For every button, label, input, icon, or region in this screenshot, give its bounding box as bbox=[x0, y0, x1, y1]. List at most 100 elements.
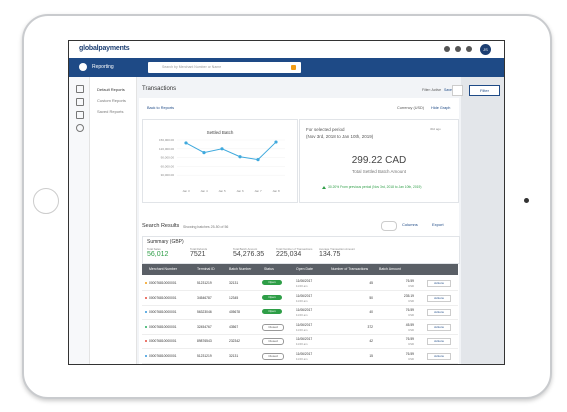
actions-button[interactable]: Actions bbox=[427, 280, 451, 287]
y-tick-label: 150,000.00 bbox=[159, 138, 174, 142]
transaction-count: 45 bbox=[369, 281, 373, 285]
batch-amount: 235.19 bbox=[403, 293, 414, 298]
terminal-id: 34546787 bbox=[197, 295, 212, 300]
y-tick-label: 120,000.00 bbox=[159, 147, 174, 151]
nav-section[interactable]: Reporting bbox=[92, 64, 114, 70]
status-dot bbox=[145, 354, 147, 357]
x-tick-label: Jan 6 bbox=[236, 189, 244, 193]
x-tick-label: Jan 7 bbox=[254, 189, 262, 193]
transaction-count: 40 bbox=[369, 310, 373, 314]
actions-button[interactable]: Actions bbox=[427, 294, 451, 302]
rail-icon[interactable] bbox=[76, 98, 84, 106]
column-header[interactable]: Merchant Number bbox=[149, 267, 178, 271]
star-button[interactable] bbox=[452, 85, 463, 96]
avatar[interactable]: JS bbox=[480, 44, 491, 55]
search-placeholder: Search by Merchant Number or Name bbox=[162, 65, 222, 69]
currency: USD bbox=[408, 313, 414, 317]
stat-value: 56,012 bbox=[147, 251, 169, 258]
stat-label: Total Refunds bbox=[190, 247, 208, 251]
period-change: 30.20% From previous period (Nov 3rd, 20… bbox=[328, 185, 422, 189]
actions-button[interactable]: Actions bbox=[427, 309, 451, 316]
status-dot bbox=[145, 282, 147, 284]
column-header[interactable]: Batch Number bbox=[229, 267, 252, 271]
results-title: Search Results bbox=[142, 223, 180, 229]
row-divider bbox=[142, 319, 458, 320]
stat-value: 134.75 bbox=[319, 251, 341, 258]
batch-number: 32131 bbox=[229, 281, 239, 285]
open-date: 11/06/2017 bbox=[296, 351, 313, 356]
page-title: Transactions bbox=[142, 86, 177, 92]
top-bar bbox=[69, 41, 504, 58]
y-tick-label: 90,000.00 bbox=[161, 156, 175, 160]
sidebar-link[interactable]: Default Reports bbox=[97, 87, 125, 92]
merchant-number: 000076810000001 bbox=[149, 324, 177, 329]
sidebar-link[interactable]: Saved Reports bbox=[97, 109, 124, 114]
column-header[interactable]: Open Date bbox=[296, 267, 313, 271]
actions-button[interactable]: Actions bbox=[427, 352, 451, 360]
rail-icon[interactable] bbox=[76, 124, 84, 132]
home-button bbox=[33, 188, 59, 214]
screen: globalpayments JS Reporting Search by Merch… bbox=[68, 40, 505, 365]
terminal-id: 56323046 bbox=[197, 310, 212, 314]
merchant-number: 000076810000001 bbox=[149, 310, 177, 314]
open-date: 11/06/2017 bbox=[296, 322, 313, 327]
stat-value: 54,276.35 bbox=[233, 251, 265, 258]
period-card: For selected period (Nov 3rd, 2018 to Jan… bbox=[299, 119, 459, 203]
filter-button[interactable]: Filter bbox=[469, 85, 500, 96]
sidebar bbox=[90, 77, 137, 364]
stat-value: 225,034 bbox=[276, 251, 302, 258]
batch-number: 232342 bbox=[229, 339, 241, 343]
currency-select[interactable]: Currency (USD) bbox=[397, 106, 425, 110]
camera bbox=[524, 198, 529, 203]
icon-settings[interactable] bbox=[444, 46, 450, 52]
columns-button[interactable]: Columns bbox=[402, 222, 418, 227]
batch-number: 12345 bbox=[229, 295, 239, 300]
stat-label: Total Batch Amount bbox=[233, 247, 258, 251]
open-time: 11:00 am bbox=[296, 313, 308, 317]
row-divider bbox=[142, 333, 458, 335]
stat-label: Average Transaction Amount bbox=[319, 247, 355, 251]
status-badge: Closed bbox=[262, 352, 284, 360]
search-box[interactable]: Search by Merchant Number or Name bbox=[148, 62, 301, 73]
period-caption: Total Settled Batch Amount bbox=[351, 169, 407, 174]
actions-button[interactable]: Actions bbox=[427, 323, 451, 331]
export-button[interactable]: Export bbox=[432, 222, 444, 227]
stat-value: 7521 bbox=[190, 251, 206, 258]
back-link[interactable]: Back to Reports bbox=[147, 106, 175, 110]
batch-amount: 76.59 bbox=[405, 308, 414, 312]
column-header[interactable]: Terminal ID bbox=[197, 267, 215, 271]
change-arrow bbox=[322, 186, 326, 189]
point bbox=[220, 147, 224, 151]
y-tick-label: 30,000.00 bbox=[161, 173, 175, 177]
sidebar-link[interactable]: Custom Reports bbox=[97, 98, 126, 103]
column-header[interactable]: Number of Transactions bbox=[331, 267, 369, 271]
period-amount: 299.22 CAD bbox=[351, 155, 407, 166]
period-range: (Nov 3rd, 2018 to Jan 10th, 2019) bbox=[306, 134, 374, 139]
terminal-id: 32454767 bbox=[197, 324, 212, 329]
icon-apps[interactable] bbox=[466, 46, 472, 52]
rail-icon[interactable] bbox=[76, 85, 84, 93]
row-divider bbox=[142, 304, 458, 306]
point bbox=[202, 151, 206, 155]
batch-number: 405678 bbox=[229, 310, 241, 314]
save-link[interactable]: Save bbox=[444, 88, 452, 92]
column-header[interactable]: Status bbox=[264, 267, 274, 271]
search-icon[interactable] bbox=[291, 65, 296, 70]
point bbox=[256, 158, 260, 162]
batch-amount: 76.59 bbox=[405, 337, 414, 341]
currency: USD bbox=[408, 298, 414, 303]
chart-title: Settled Batch bbox=[206, 130, 234, 135]
settings-dropdown[interactable] bbox=[381, 221, 397, 231]
status-dot bbox=[145, 325, 147, 328]
point bbox=[184, 141, 188, 145]
open-date: 11/06/2017 bbox=[296, 293, 313, 298]
results-showing: Showing batches 25-50 of 56 bbox=[183, 225, 229, 229]
actions-button[interactable]: Actions bbox=[427, 338, 451, 345]
terminal-id: 89876543 bbox=[197, 339, 212, 343]
open-time: 11:00 am bbox=[296, 298, 308, 303]
icon-help[interactable] bbox=[455, 46, 461, 52]
column-header[interactable]: Batch Amount bbox=[379, 267, 401, 271]
open-time: 11:00 am bbox=[296, 356, 308, 361]
rail-icon[interactable] bbox=[76, 111, 84, 119]
hide-graph[interactable]: Hide Graph bbox=[431, 106, 451, 110]
